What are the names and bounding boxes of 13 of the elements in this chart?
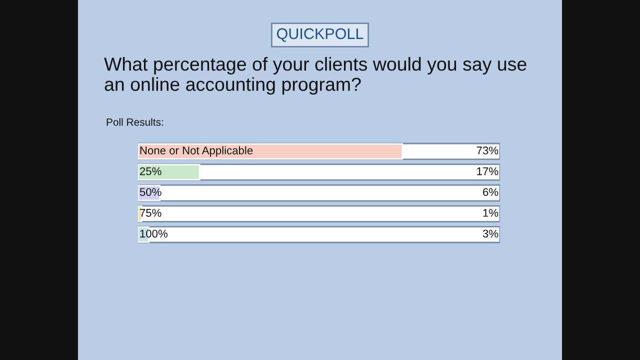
chart-subtitle: What percentage of your clients would you say use an online accounting program? xyxy=(104,57,526,95)
y-tick-label: 50% xyxy=(140,188,162,196)
chart-title: QUICKPOLL xyxy=(277,28,364,42)
y-tick-label: 25% xyxy=(140,167,162,176)
data-label: 17% xyxy=(477,167,498,176)
y-tick-label: 75% xyxy=(140,208,162,217)
text: Poll Results: xyxy=(106,118,163,126)
y-tick-label: None or Not Applicable xyxy=(140,146,253,157)
y-tick-label: 100% xyxy=(140,230,168,238)
data-label: 73% xyxy=(476,146,498,154)
data-label: 6% xyxy=(483,188,498,196)
data-label: 1% xyxy=(483,208,498,217)
data-label: 3% xyxy=(482,230,498,238)
